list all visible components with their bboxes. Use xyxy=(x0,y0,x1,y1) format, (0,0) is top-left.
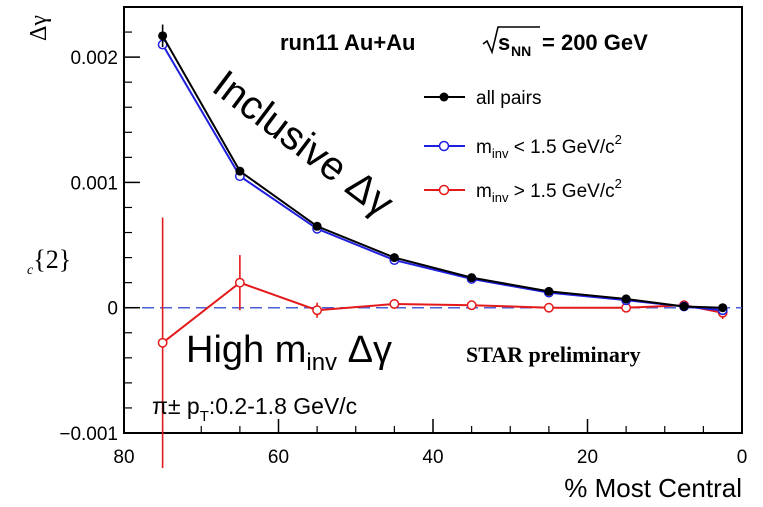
ticks-group: 80 60 40 20 0 −0.001 0 0.001 0.002 xyxy=(59,6,748,468)
legend-marker-red xyxy=(438,184,450,196)
x-tick-label: 80 xyxy=(113,447,134,468)
x-tick-label: 20 xyxy=(577,447,598,468)
series-all-pairs-point xyxy=(235,166,245,176)
legend-label-high-minv: minv > 1.5 GeV/c2 xyxy=(476,176,622,205)
legend-1-sub: inv xyxy=(492,146,509,161)
y-tick-label: 0 xyxy=(107,299,118,320)
series-all-pairs-point xyxy=(158,31,168,41)
legend-marker-blue xyxy=(438,140,450,152)
left-cut-label: c{2} xyxy=(27,245,71,278)
legend-2-sup: 2 xyxy=(615,176,622,191)
series-high-minv-point xyxy=(312,305,323,316)
series-all-pairs-point xyxy=(467,273,477,283)
series-all-pairs-point xyxy=(312,221,322,231)
inclusive-annotation: Inclusive Δγ xyxy=(205,62,402,226)
left-cut-main: {2} xyxy=(33,245,71,274)
series-all-pairs-point xyxy=(718,303,728,313)
title-run: run11 Au+Au xyxy=(280,30,416,55)
series-high-minv-point xyxy=(389,298,400,309)
legend-label-all-pairs: all pairs xyxy=(476,88,541,109)
high-pre: High m xyxy=(186,329,306,371)
chart-title: run11 Au+Au s NN = 200 GeV xyxy=(280,26,648,59)
x-tick-label: 60 xyxy=(268,447,289,468)
pt-sub: T xyxy=(200,408,209,425)
legend-label-low-minv: minv < 1.5 GeV/c2 xyxy=(476,132,622,161)
legend-2-sub: inv xyxy=(492,190,509,205)
legend: all pairs minv < 1.5 GeV/c2 minv > 1.5 G… xyxy=(424,88,622,205)
y-tick-label: 0.002 xyxy=(70,48,118,69)
x-tick-label: 40 xyxy=(422,447,443,468)
series-all-pairs-point xyxy=(621,294,631,304)
series-high-minv-point xyxy=(157,337,168,348)
legend-2-pre: m xyxy=(476,181,492,202)
legend-entry-high-minv: minv > 1.5 GeV/c2 xyxy=(424,176,622,205)
legend-1-pre: m xyxy=(476,137,492,158)
title-s: s xyxy=(498,30,510,55)
high-post: Δγ xyxy=(337,329,392,371)
series-all-pairs xyxy=(158,24,728,313)
series-high-minv-point xyxy=(543,302,554,313)
sqrt-sign xyxy=(482,26,540,55)
x-tick-label: 0 xyxy=(737,447,748,468)
legend-1-sup: 2 xyxy=(615,132,622,147)
series-high-minv-point xyxy=(234,277,245,288)
series-high-minv-point xyxy=(466,300,477,311)
left-cut-sub: c xyxy=(27,263,34,278)
legend-entry-all-pairs: all pairs xyxy=(424,88,541,109)
series-all-pairs-point xyxy=(679,301,689,311)
y-axis-label: Δγ xyxy=(26,15,52,41)
x-axis-label: % Most Central xyxy=(564,473,742,503)
legend-1-post: < 1.5 GeV/c xyxy=(508,137,614,158)
y-tick-label: 0.001 xyxy=(70,173,118,194)
y-tick-label: −0.001 xyxy=(59,424,118,445)
title-nn: NN xyxy=(511,43,531,59)
legend-0-pre: all pairs xyxy=(476,88,541,109)
legend-entry-low-minv: minv < 1.5 GeV/c2 xyxy=(424,132,622,161)
title-energy: = 200 GeV xyxy=(542,30,648,55)
high-minv-annotation: High minv Δγ xyxy=(186,329,392,376)
series-all-pairs-point xyxy=(544,286,554,296)
pt-range-label: π± pT:0.2-1.8 GeV/c xyxy=(152,393,357,425)
star-preliminary-label: STAR preliminary xyxy=(466,342,641,367)
legend-2-post: > 1.5 GeV/c xyxy=(508,181,614,202)
legend-marker-black xyxy=(439,92,449,102)
series-group xyxy=(157,24,728,469)
pt-pre: π± p xyxy=(152,393,200,419)
high-sub: inv xyxy=(306,349,337,376)
pt-post: :0.2-1.8 GeV/c xyxy=(209,393,357,419)
series-all-pairs-point xyxy=(389,253,399,263)
